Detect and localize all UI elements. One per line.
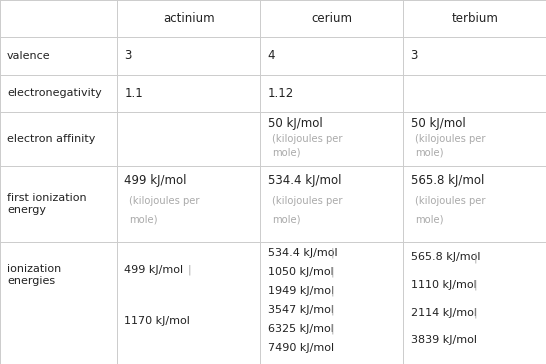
Text: (kilojoules per: (kilojoules per bbox=[272, 196, 342, 206]
Text: (kilojoules per: (kilojoules per bbox=[415, 196, 485, 206]
Text: 499 kJ/mol: 499 kJ/mol bbox=[124, 265, 183, 275]
Text: |: | bbox=[473, 280, 477, 290]
Text: |: | bbox=[330, 266, 334, 277]
Text: ionization
energies: ionization energies bbox=[7, 264, 61, 286]
Text: |: | bbox=[330, 324, 334, 334]
Text: terbium: terbium bbox=[452, 12, 498, 25]
Text: |: | bbox=[473, 252, 477, 262]
Text: 50 kJ/mol: 50 kJ/mol bbox=[411, 117, 465, 130]
Text: first ionization
energy: first ionization energy bbox=[7, 193, 87, 215]
Text: mole): mole) bbox=[272, 148, 300, 158]
Text: 2114 kJ/mol: 2114 kJ/mol bbox=[411, 308, 477, 318]
Text: cerium: cerium bbox=[311, 12, 353, 25]
Text: electronegativity: electronegativity bbox=[7, 88, 102, 98]
Text: 534.4 kJ/mol: 534.4 kJ/mol bbox=[268, 248, 337, 258]
Text: (kilojoules per: (kilojoules per bbox=[272, 134, 342, 144]
Text: 1.12: 1.12 bbox=[268, 87, 294, 100]
Text: actinium: actinium bbox=[163, 12, 215, 25]
Text: mole): mole) bbox=[415, 214, 443, 224]
Text: 1.1: 1.1 bbox=[124, 87, 143, 100]
Text: |: | bbox=[330, 247, 334, 258]
Text: 565.8 kJ/mol: 565.8 kJ/mol bbox=[411, 252, 480, 262]
Text: (kilojoules per: (kilojoules per bbox=[415, 134, 485, 144]
Text: mole): mole) bbox=[129, 214, 157, 224]
Text: 1170 kJ/mol: 1170 kJ/mol bbox=[124, 316, 191, 326]
Text: valence: valence bbox=[7, 51, 51, 61]
Text: 7490 kJ/mol: 7490 kJ/mol bbox=[268, 343, 334, 353]
Text: 1050 kJ/mol: 1050 kJ/mol bbox=[268, 266, 333, 277]
Text: 499 kJ/mol: 499 kJ/mol bbox=[124, 174, 187, 187]
Text: (kilojoules per: (kilojoules per bbox=[129, 196, 199, 206]
Text: |: | bbox=[330, 285, 334, 296]
Text: 6325 kJ/mol: 6325 kJ/mol bbox=[268, 324, 334, 334]
Text: 565.8 kJ/mol: 565.8 kJ/mol bbox=[411, 174, 484, 187]
Text: 3839 kJ/mol: 3839 kJ/mol bbox=[411, 336, 477, 345]
Text: 3547 kJ/mol: 3547 kJ/mol bbox=[268, 305, 334, 315]
Text: |: | bbox=[473, 308, 477, 318]
Text: mole): mole) bbox=[272, 214, 300, 224]
Text: 1949 kJ/mol: 1949 kJ/mol bbox=[268, 286, 334, 296]
Text: 50 kJ/mol: 50 kJ/mol bbox=[268, 117, 322, 130]
Text: 3: 3 bbox=[411, 50, 418, 63]
Text: mole): mole) bbox=[415, 148, 443, 158]
Text: 4: 4 bbox=[268, 50, 275, 63]
Text: 534.4 kJ/mol: 534.4 kJ/mol bbox=[268, 174, 341, 187]
Text: 3: 3 bbox=[124, 50, 132, 63]
Text: |: | bbox=[330, 304, 334, 315]
Text: |: | bbox=[187, 265, 191, 275]
Text: electron affinity: electron affinity bbox=[7, 134, 96, 144]
Text: 1110 kJ/mol: 1110 kJ/mol bbox=[411, 280, 476, 290]
